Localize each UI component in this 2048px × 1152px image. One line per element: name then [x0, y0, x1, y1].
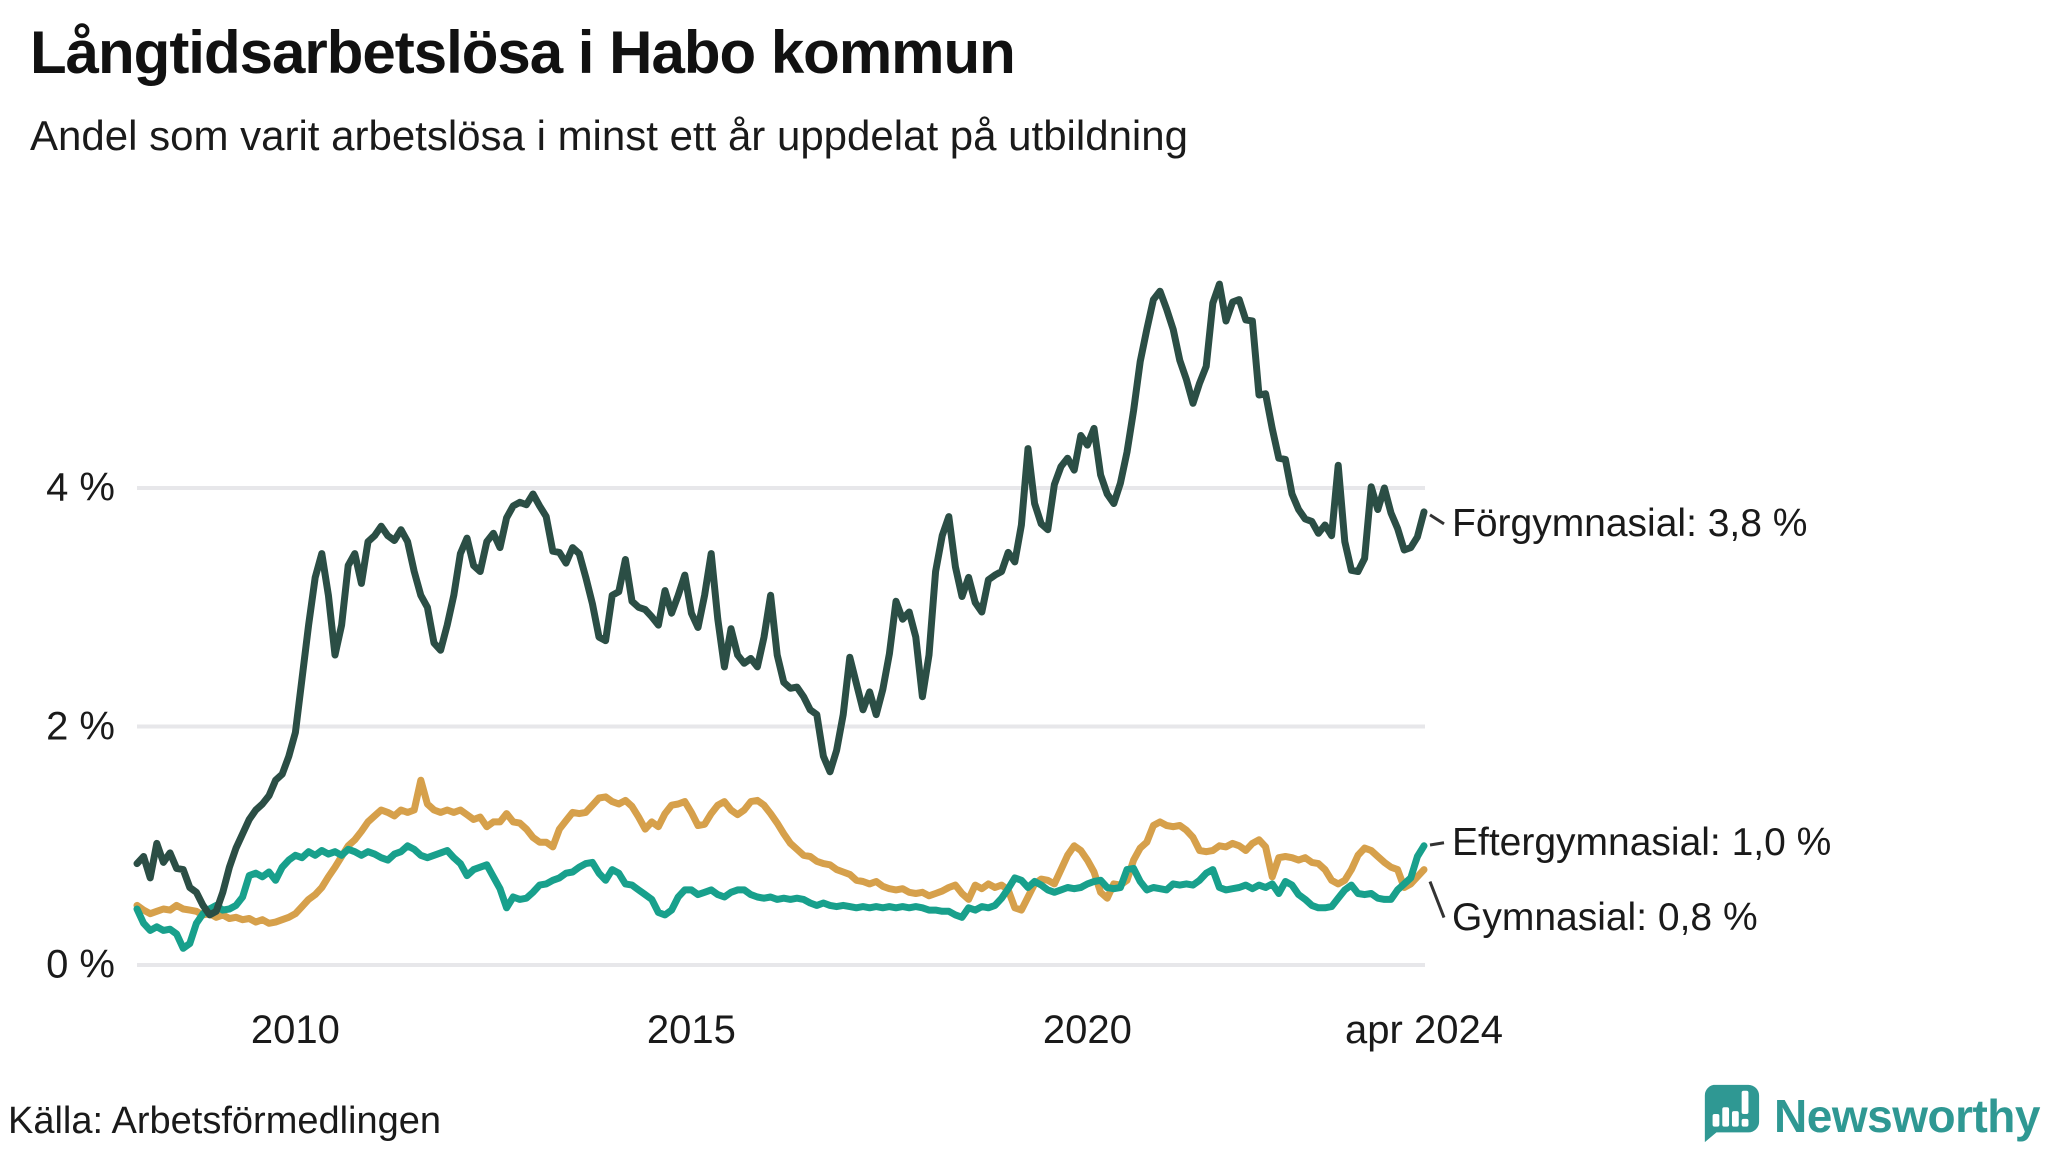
series-line-gymnasial: [133, 776, 1428, 927]
x-tick-label-2020: 2020: [1042, 1008, 1132, 1052]
label-connector: [1429, 841, 1445, 847]
series-label-forgymnasial: Förgymnasial: 3,8 %: [1452, 501, 1808, 545]
gridlines: [137, 486, 1425, 967]
series-lines: [133, 280, 1428, 952]
newsworthy-wordmark: Newsworthy: [1774, 1089, 2040, 1142]
series-label-eftergymnasial: Eftergymnasial: 1,0 %: [1452, 820, 1832, 864]
label-connector: [1428, 881, 1446, 919]
y-tick-label-0: 0 %: [46, 942, 115, 987]
x-tick-label-apr-2024: apr 2024: [1345, 1008, 1503, 1052]
x-tick-label-2010: 2010: [250, 1008, 340, 1052]
series-line-eftergymnasial: [133, 842, 1428, 952]
source-note: Källa: Arbetsförmedlingen: [8, 1100, 442, 1142]
y-tick-label-2: 2 %: [46, 704, 115, 748]
newsworthy-logo-icon: [1700, 1082, 1762, 1149]
page-title: Långtidsarbetslösa i Habo kommun: [30, 19, 1016, 86]
y-tick-label-4: 4 %: [46, 465, 115, 510]
series-line-förgymnasial: [133, 280, 1428, 919]
x-tick-label-2015: 2015: [646, 1008, 736, 1052]
label-connector: [1429, 513, 1445, 526]
label-connectors: [1428, 513, 1446, 919]
page-subtitle: Andel som varit arbetslösa i minst ett å…: [30, 112, 1188, 159]
brand-lockup: Newsworthy: [1700, 1082, 2040, 1149]
series-label-gymnasial: Gymnasial: 0,8 %: [1452, 895, 1758, 939]
